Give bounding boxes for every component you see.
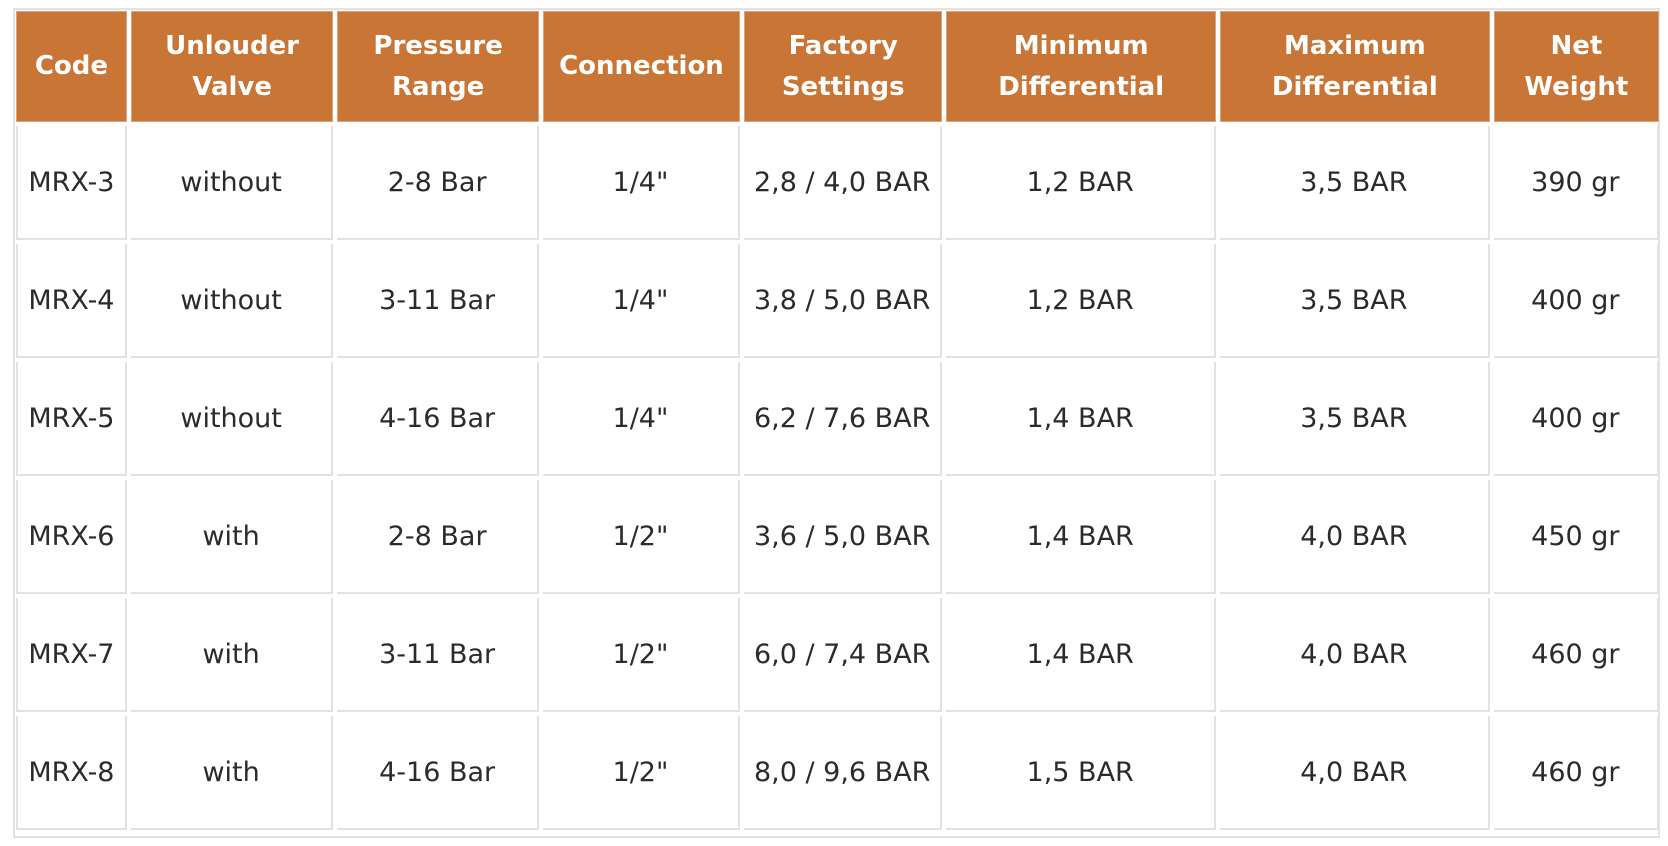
header-maximum-differential: Maximum Differential: [1220, 11, 1490, 122]
header-factory-settings: Factory Settings: [744, 11, 943, 122]
cell-unlouder-valve: with: [130, 598, 334, 712]
header-connection: Connection: [542, 11, 741, 122]
header-minimum-differential: Minimum Differential: [946, 11, 1217, 122]
cell-net-weight: 460 gr: [1493, 598, 1659, 712]
cell-factory-settings: 6,0 / 7,4 BAR: [744, 598, 943, 712]
cell-pressure-range: 2-8 Bar: [337, 126, 539, 240]
cell-maximum-differential: 4,0 BAR: [1220, 716, 1490, 830]
cell-net-weight: 390 gr: [1493, 126, 1659, 240]
cell-code: MRX-8: [16, 716, 127, 830]
cell-factory-settings: 2,8 / 4,0 BAR: [744, 126, 943, 240]
cell-maximum-differential: 4,0 BAR: [1220, 480, 1490, 594]
cell-pressure-range: 3-11 Bar: [337, 244, 539, 358]
cell-factory-settings: 8,0 / 9,6 BAR: [744, 716, 943, 830]
cell-unlouder-valve: without: [130, 362, 334, 476]
cell-factory-settings: 3,6 / 5,0 BAR: [744, 480, 943, 594]
cell-pressure-range: 4-16 Bar: [337, 362, 539, 476]
cell-unlouder-valve: with: [130, 480, 334, 594]
header-code: Code: [16, 11, 127, 122]
cell-pressure-range: 4-16 Bar: [337, 716, 539, 830]
cell-minimum-differential: 1,4 BAR: [946, 480, 1217, 594]
cell-factory-settings: 3,8 / 5,0 BAR: [744, 244, 943, 358]
cell-connection: 1/4": [542, 244, 741, 358]
cell-maximum-differential: 4,0 BAR: [1220, 598, 1490, 712]
cell-minimum-differential: 1,5 BAR: [946, 716, 1217, 830]
table-row: MRX-7 with 3-11 Bar 1/2" 6,0 / 7,4 BAR 1…: [16, 598, 1659, 712]
cell-code: MRX-7: [16, 598, 127, 712]
cell-net-weight: 400 gr: [1493, 362, 1659, 476]
cell-unlouder-valve: without: [130, 126, 334, 240]
header-pressure-range: Pressure Range: [337, 11, 539, 122]
table-row: MRX-5 without 4-16 Bar 1/4" 6,2 / 7,6 BA…: [16, 362, 1659, 476]
cell-net-weight: 450 gr: [1493, 480, 1659, 594]
cell-minimum-differential: 1,2 BAR: [946, 126, 1217, 240]
specs-table-container: Code Unlouder Valve Pressure Range Conne…: [13, 8, 1660, 838]
cell-minimum-differential: 1,2 BAR: [946, 244, 1217, 358]
cell-code: MRX-4: [16, 244, 127, 358]
table-row: MRX-8 with 4-16 Bar 1/2" 8,0 / 9,6 BAR 1…: [16, 716, 1659, 830]
cell-connection: 1/2": [542, 716, 741, 830]
header-net-weight: Net Weight: [1493, 11, 1659, 122]
specs-table: Code Unlouder Valve Pressure Range Conne…: [12, 7, 1663, 834]
cell-pressure-range: 2-8 Bar: [337, 480, 539, 594]
cell-code: MRX-5: [16, 362, 127, 476]
cell-maximum-differential: 3,5 BAR: [1220, 126, 1490, 240]
cell-net-weight: 460 gr: [1493, 716, 1659, 830]
cell-maximum-differential: 3,5 BAR: [1220, 362, 1490, 476]
table-row: MRX-6 with 2-8 Bar 1/2" 3,6 / 5,0 BAR 1,…: [16, 480, 1659, 594]
cell-code: MRX-6: [16, 480, 127, 594]
cell-connection: 1/2": [542, 480, 741, 594]
cell-minimum-differential: 1,4 BAR: [946, 362, 1217, 476]
cell-pressure-range: 3-11 Bar: [337, 598, 539, 712]
table-row: MRX-4 without 3-11 Bar 1/4" 3,8 / 5,0 BA…: [16, 244, 1659, 358]
cell-connection: 1/4": [542, 126, 741, 240]
cell-maximum-differential: 3,5 BAR: [1220, 244, 1490, 358]
cell-factory-settings: 6,2 / 7,6 BAR: [744, 362, 943, 476]
cell-code: MRX-3: [16, 126, 127, 240]
cell-minimum-differential: 1,4 BAR: [946, 598, 1217, 712]
header-unlouder-valve: Unlouder Valve: [130, 11, 334, 122]
cell-connection: 1/2": [542, 598, 741, 712]
header-row: Code Unlouder Valve Pressure Range Conne…: [16, 11, 1659, 122]
table-row: MRX-3 without 2-8 Bar 1/4" 2,8 / 4,0 BAR…: [16, 126, 1659, 240]
cell-net-weight: 400 gr: [1493, 244, 1659, 358]
cell-unlouder-valve: without: [130, 244, 334, 358]
cell-unlouder-valve: with: [130, 716, 334, 830]
cell-connection: 1/4": [542, 362, 741, 476]
